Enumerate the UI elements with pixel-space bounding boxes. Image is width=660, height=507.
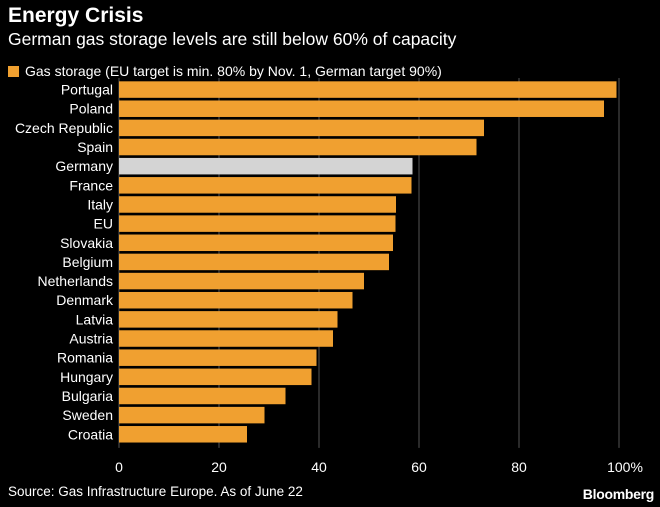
legend-label: Gas storage (EU target is min. 80% by No… (25, 63, 442, 79)
chart-title: Energy Crisis (8, 4, 144, 27)
bar-hungary (119, 368, 312, 386)
bar-spain (119, 138, 477, 156)
chart-legend: Gas storage (EU target is min. 80% by No… (8, 63, 442, 79)
x-tick-label-0: 0 (115, 459, 123, 475)
source-note: Source: Gas Infrastructure Europe. As of… (8, 484, 303, 499)
category-label-netherlands: Netherlands (38, 273, 114, 289)
bar-slovakia (119, 234, 393, 252)
category-label-italy: Italy (87, 196, 113, 212)
x-tick-label-100: 100% (607, 459, 643, 475)
x-tick-label-20: 20 (211, 459, 227, 475)
category-label-austria: Austria (69, 331, 113, 347)
category-label-czech-republic: Czech Republic (15, 120, 113, 136)
bar-bulgaria (119, 387, 286, 405)
category-label-romania: Romania (57, 350, 113, 366)
bar-denmark (119, 291, 353, 309)
bar-latvia (119, 311, 338, 328)
x-tick-label-80: 80 (511, 459, 527, 475)
bar-germany (119, 157, 413, 175)
category-label-hungary: Hungary (60, 369, 113, 385)
x-tick-label-60: 60 (411, 459, 427, 475)
bar-portugal (119, 81, 617, 98)
bar-italy (119, 196, 396, 213)
bar-croatia (119, 426, 247, 443)
bar-austria (119, 330, 333, 347)
bar-sweden (119, 406, 265, 424)
category-label-denmark: Denmark (56, 292, 114, 308)
category-label-slovakia: Slovakia (60, 235, 113, 251)
category-label-portugal: Portugal (61, 82, 113, 98)
bar-czech-republic (119, 119, 484, 137)
bar-netherlands (119, 272, 364, 290)
category-label-sweden: Sweden (62, 407, 113, 423)
category-label-poland: Poland (69, 101, 113, 117)
category-label-belgium: Belgium (62, 254, 113, 270)
bar-eu (119, 215, 396, 232)
bar-belgium (119, 253, 389, 271)
bar-romania (119, 349, 317, 366)
category-label-bulgaria: Bulgaria (62, 388, 114, 404)
bloomberg-logo: Bloomberg (582, 486, 655, 502)
category-label-germany: Germany (55, 158, 113, 174)
legend-swatch (8, 65, 19, 77)
category-label-eu: EU (94, 216, 113, 232)
x-tick-label-40: 40 (311, 459, 327, 475)
category-label-latvia: Latvia (76, 311, 114, 327)
bar-france (119, 177, 412, 194)
category-label-croatia: Croatia (68, 426, 113, 442)
category-label-france: France (69, 177, 113, 193)
chart-subtitle: German gas storage levels are still belo… (8, 29, 457, 49)
category-label-spain: Spain (77, 139, 113, 155)
bar-poland (119, 100, 604, 117)
